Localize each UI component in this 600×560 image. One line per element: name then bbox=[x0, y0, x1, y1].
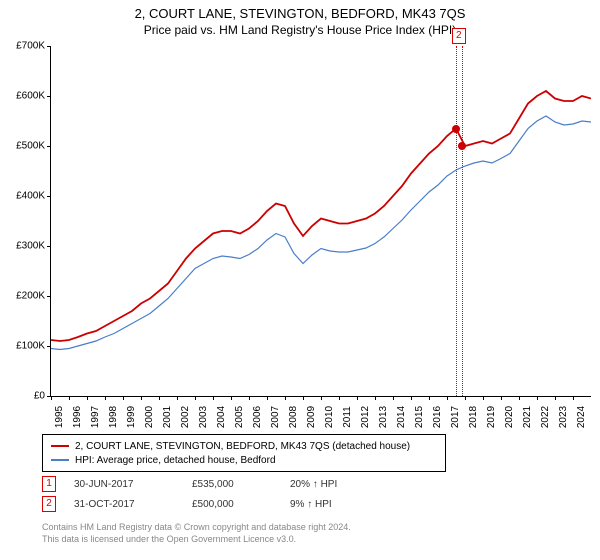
price-chart: £0£100K£200K£300K£400K£500K£600K£700K199… bbox=[50, 46, 590, 396]
sales-table: 1 30-JUN-2017 £535,000 20% ↑ HPI 2 31-OCT-201… bbox=[42, 474, 370, 514]
y-axis-label: £200K bbox=[1, 291, 45, 302]
x-axis-label: 2024 bbox=[576, 406, 587, 428]
sale-row-price: £500,000 bbox=[192, 499, 272, 510]
legend: 2, COURT LANE, STEVINGTON, BEDFORD, MK43… bbox=[42, 434, 446, 472]
sale-row-delta: 20% ↑ HPI bbox=[290, 479, 370, 490]
x-axis-label: 2007 bbox=[270, 406, 281, 428]
footer-line-2: This data is licensed under the Open Gov… bbox=[42, 534, 351, 546]
y-axis-label: £700K bbox=[1, 41, 45, 52]
x-axis-label: 2004 bbox=[216, 406, 227, 428]
x-axis-label: 2008 bbox=[288, 406, 299, 428]
sale-row: 2 31-OCT-2017 £500,000 9% ↑ HPI bbox=[42, 494, 370, 514]
footer-attribution: Contains HM Land Registry data © Crown c… bbox=[42, 522, 351, 545]
x-axis-label: 2009 bbox=[306, 406, 317, 428]
x-axis-label: 2014 bbox=[396, 406, 407, 428]
sale-row-delta: 9% ↑ HPI bbox=[290, 499, 370, 510]
x-axis-label: 1999 bbox=[126, 406, 137, 428]
sale-point bbox=[452, 125, 460, 133]
sale-row-marker: 2 bbox=[42, 496, 56, 512]
legend-label: HPI: Average price, detached house, Bedf… bbox=[75, 455, 276, 466]
sale-row-date: 31-OCT-2017 bbox=[74, 499, 174, 510]
sale-point bbox=[458, 142, 466, 150]
x-axis-label: 2021 bbox=[522, 406, 533, 428]
x-axis-label: 2016 bbox=[432, 406, 443, 428]
sale-marker-vline bbox=[456, 46, 457, 396]
y-axis-label: £400K bbox=[1, 191, 45, 202]
x-axis-label: 2001 bbox=[162, 406, 173, 428]
sale-marker-vline bbox=[462, 46, 463, 396]
page-subtitle: Price paid vs. HM Land Registry's House … bbox=[0, 23, 600, 37]
x-axis-label: 1995 bbox=[54, 406, 65, 428]
sale-row-price: £535,000 bbox=[192, 479, 272, 490]
x-axis-label: 2023 bbox=[558, 406, 569, 428]
series-line bbox=[51, 116, 591, 350]
x-axis-label: 1996 bbox=[72, 406, 83, 428]
y-axis-label: £0 bbox=[1, 391, 45, 402]
x-axis-label: 1998 bbox=[108, 406, 119, 428]
x-axis-label: 2005 bbox=[234, 406, 245, 428]
x-axis-label: 2015 bbox=[414, 406, 425, 428]
legend-swatch bbox=[51, 459, 69, 461]
x-axis-label: 2013 bbox=[378, 406, 389, 428]
x-axis-label: 1997 bbox=[90, 406, 101, 428]
y-axis-label: £300K bbox=[1, 241, 45, 252]
legend-label: 2, COURT LANE, STEVINGTON, BEDFORD, MK43… bbox=[75, 441, 410, 452]
x-axis-label: 2003 bbox=[198, 406, 209, 428]
x-axis-label: 2018 bbox=[468, 406, 479, 428]
x-axis-label: 2022 bbox=[540, 406, 551, 428]
y-axis-label: £600K bbox=[1, 91, 45, 102]
legend-item: HPI: Average price, detached house, Bedf… bbox=[51, 453, 437, 467]
x-axis-label: 2002 bbox=[180, 406, 191, 428]
page-title: 2, COURT LANE, STEVINGTON, BEDFORD, MK43… bbox=[0, 6, 600, 21]
sale-row-marker: 1 bbox=[42, 476, 56, 492]
y-axis-label: £100K bbox=[1, 341, 45, 352]
footer-line-1: Contains HM Land Registry data © Crown c… bbox=[42, 522, 351, 534]
x-axis-label: 2019 bbox=[486, 406, 497, 428]
y-axis-label: £500K bbox=[1, 141, 45, 152]
legend-swatch bbox=[51, 445, 69, 447]
x-axis-label: 2010 bbox=[324, 406, 335, 428]
x-axis-label: 2000 bbox=[144, 406, 155, 428]
x-axis-label: 2020 bbox=[504, 406, 515, 428]
sale-marker-label: 2 bbox=[452, 28, 466, 44]
x-axis-label: 2006 bbox=[252, 406, 263, 428]
x-axis-label: 2011 bbox=[342, 406, 353, 428]
x-axis-label: 2012 bbox=[360, 406, 371, 428]
sale-row: 1 30-JUN-2017 £535,000 20% ↑ HPI bbox=[42, 474, 370, 494]
legend-item: 2, COURT LANE, STEVINGTON, BEDFORD, MK43… bbox=[51, 439, 437, 453]
sale-row-date: 30-JUN-2017 bbox=[74, 479, 174, 490]
series-line bbox=[51, 91, 591, 341]
x-axis-label: 2017 bbox=[450, 406, 461, 428]
